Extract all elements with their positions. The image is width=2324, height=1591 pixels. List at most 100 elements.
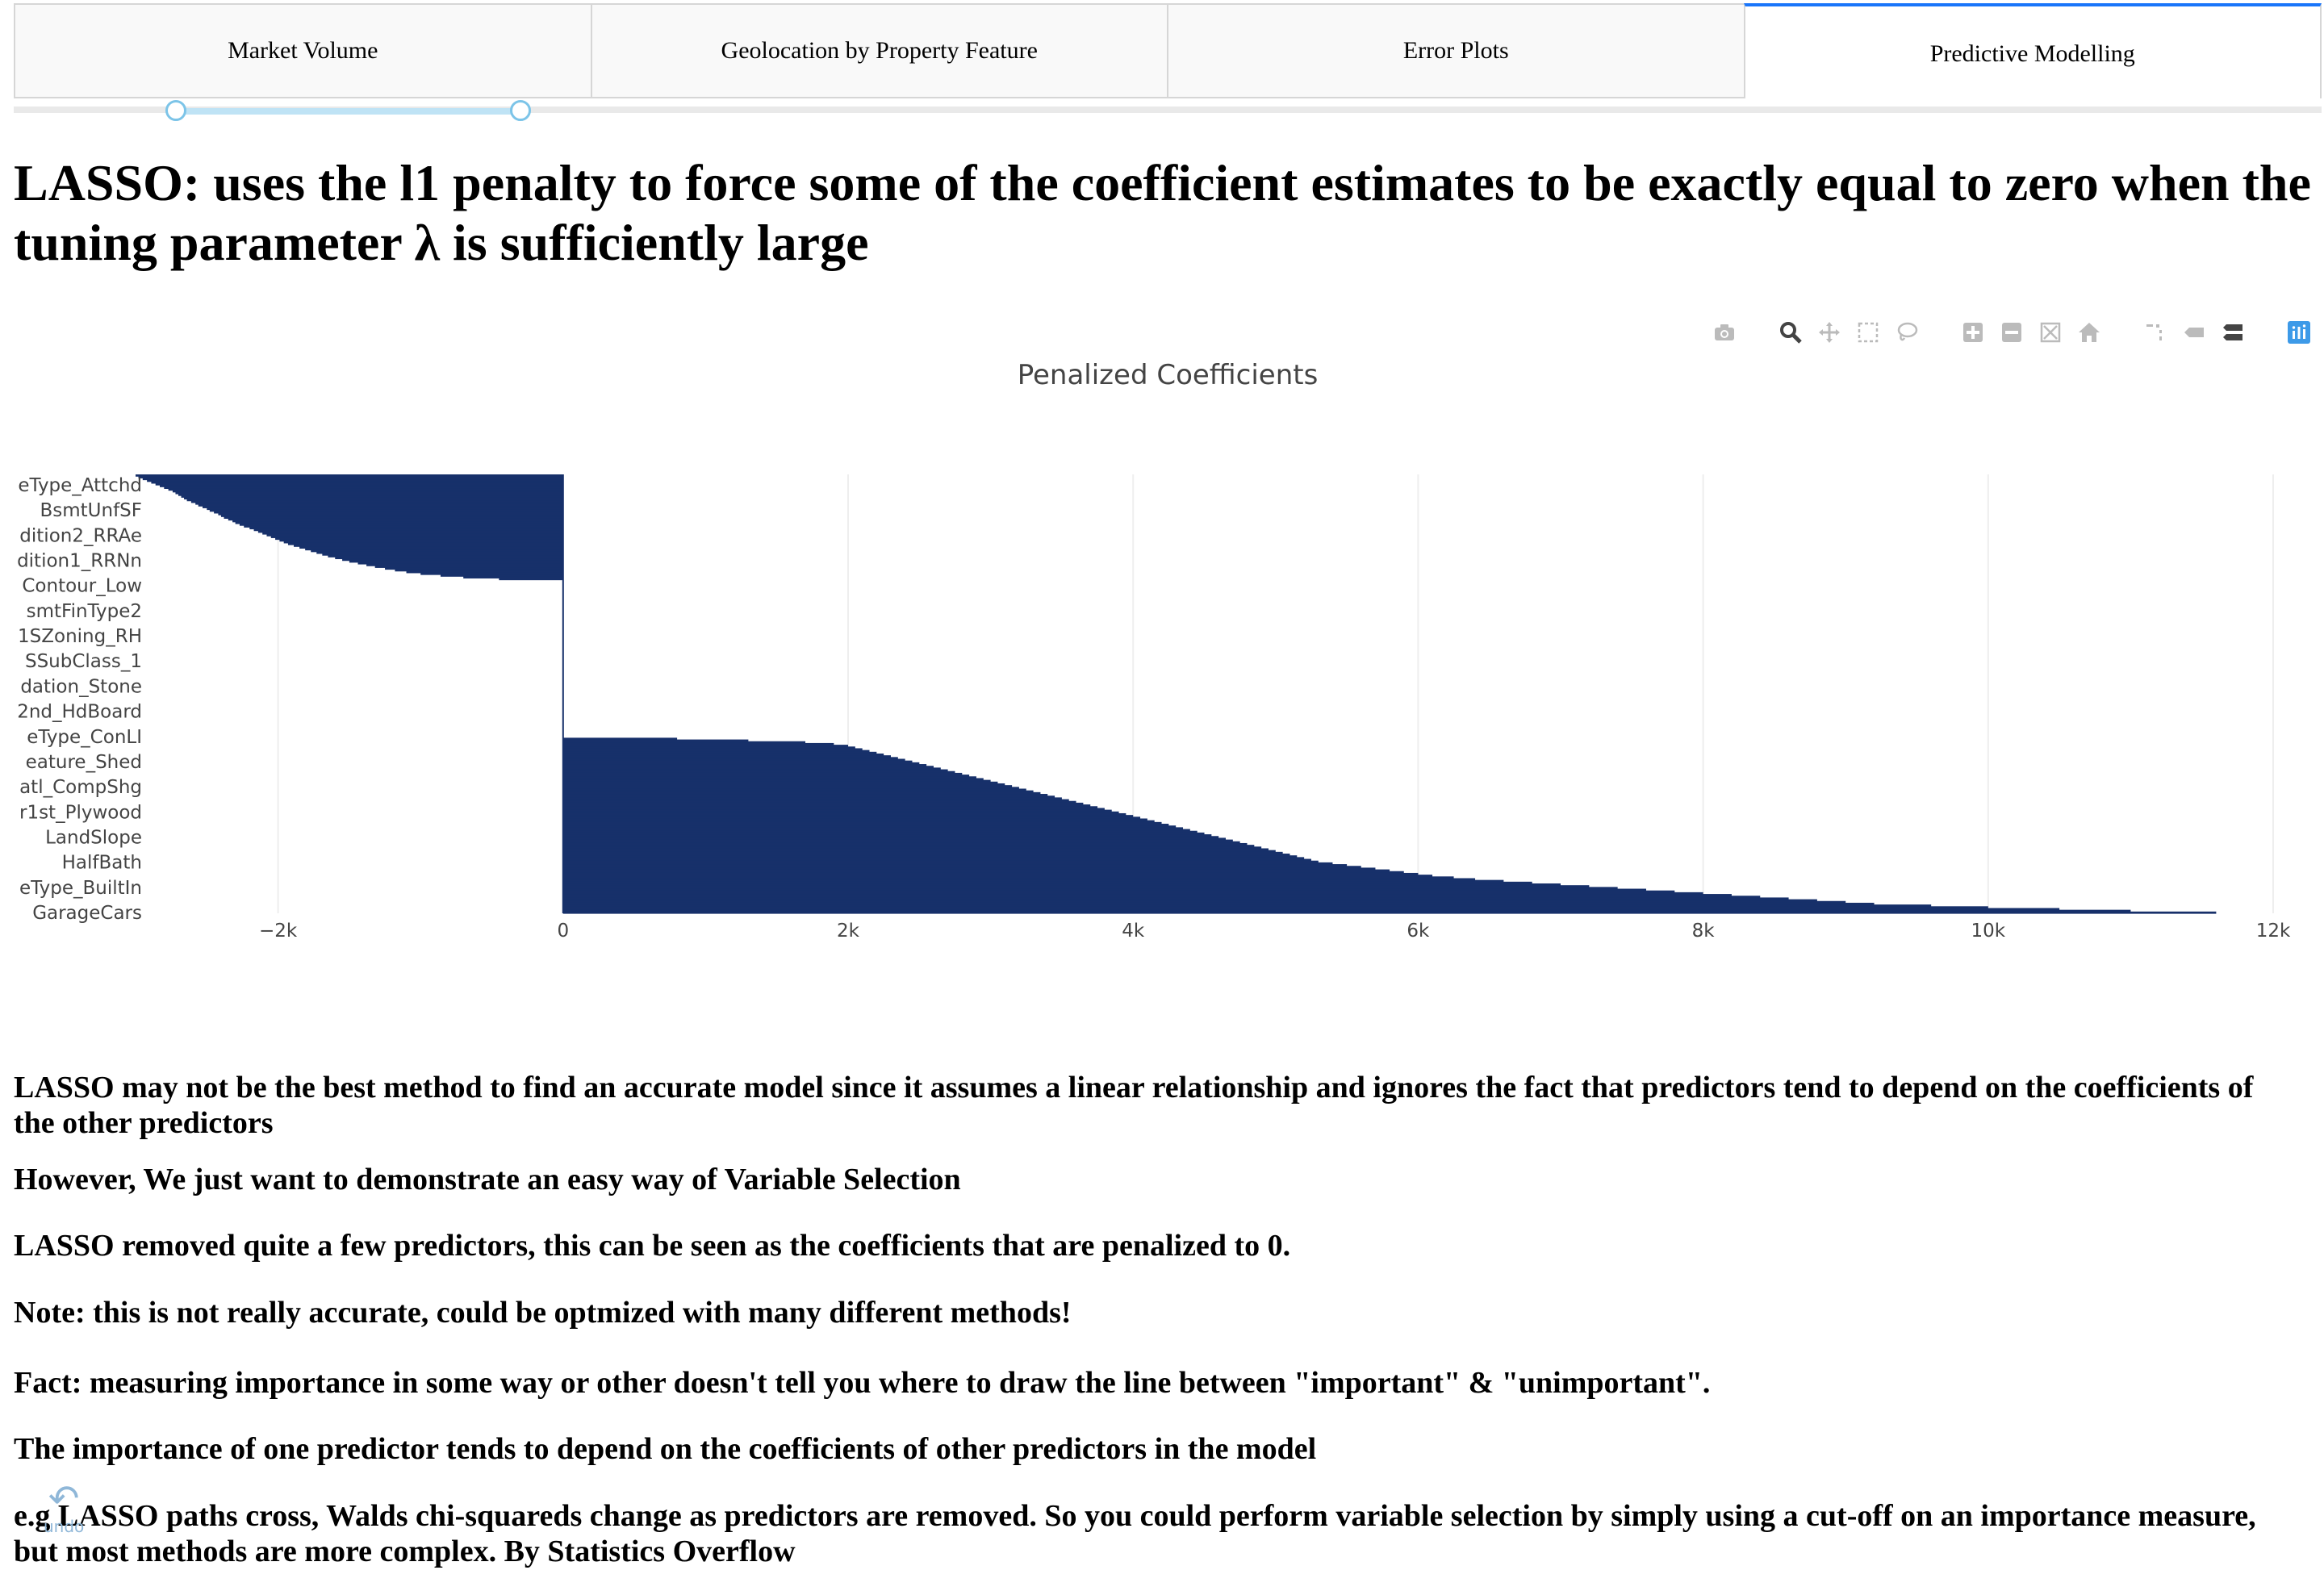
coefficient-bar[interactable] <box>172 490 563 493</box>
coefficient-bar[interactable] <box>253 528 563 532</box>
coefficient-bar[interactable] <box>562 806 1098 809</box>
coefficient-bar[interactable] <box>562 851 1283 854</box>
coefficient-bar[interactable] <box>562 869 1390 872</box>
coefficient-bar[interactable] <box>562 866 1361 869</box>
coefficient-bar[interactable] <box>562 800 1076 804</box>
coefficient-bar[interactable] <box>562 757 898 760</box>
coefficient-bar[interactable] <box>562 772 963 775</box>
coefficient-bar[interactable] <box>562 815 1134 817</box>
coefficient-bar[interactable] <box>562 781 998 784</box>
range-slider-handle-left[interactable] <box>165 100 186 121</box>
coefficient-bar[interactable] <box>562 776 976 779</box>
coefficient-bar[interactable] <box>562 875 1433 877</box>
coefficient-bar[interactable] <box>562 797 1062 800</box>
coefficient-bar[interactable] <box>142 478 563 481</box>
coefficient-bar[interactable] <box>257 530 563 533</box>
coefficient-bar[interactable] <box>562 890 1675 893</box>
coefficient-bar[interactable] <box>562 796 1055 798</box>
coefficient-bar[interactable] <box>235 521 563 524</box>
coefficient-bar[interactable] <box>562 846 1262 850</box>
coefficient-bar[interactable] <box>562 887 1618 890</box>
coefficient-bar[interactable] <box>349 560 563 563</box>
coefficient-bar[interactable] <box>232 520 563 523</box>
coefficient-bar[interactable] <box>562 760 913 763</box>
coefficient-bar[interactable] <box>311 549 563 553</box>
coefficient-bar[interactable] <box>562 827 1184 830</box>
coefficient-bar[interactable] <box>275 537 563 541</box>
autoscale-icon[interactable] <box>2037 319 2064 346</box>
coefficient-bar[interactable] <box>562 855 1298 858</box>
coefficient-bar[interactable] <box>562 799 1069 802</box>
coefficient-bar[interactable] <box>562 788 1026 791</box>
coefficient-bar[interactable] <box>366 563 563 566</box>
coefficient-bar[interactable] <box>283 541 563 544</box>
coefficient-bar[interactable] <box>562 885 1590 887</box>
coefficient-bar[interactable] <box>562 837 1226 841</box>
coefficient-bar[interactable] <box>562 904 1932 907</box>
undo-button[interactable]: ↶ undo <box>44 1480 84 1536</box>
coefficient-bar[interactable] <box>562 850 1276 853</box>
coefficient-bar[interactable] <box>168 488 563 491</box>
coefficient-bar[interactable] <box>406 570 563 574</box>
coefficient-bar[interactable] <box>562 825 1177 828</box>
coefficient-bar[interactable] <box>294 545 563 547</box>
coefficient-bar[interactable] <box>562 755 891 758</box>
coefficient-bar[interactable] <box>175 491 563 495</box>
coefficient-bar[interactable] <box>562 794 1048 796</box>
coefficient-bar[interactable] <box>562 836 1219 839</box>
plotly-logo-icon[interactable] <box>2285 319 2313 346</box>
coefficient-bar[interactable] <box>262 532 563 535</box>
tab-geolocation[interactable]: Geolocation by Property Feature <box>590 3 1167 98</box>
coefficient-bar[interactable] <box>190 500 563 503</box>
coefficient-bar[interactable] <box>385 567 563 570</box>
coefficient-bar[interactable] <box>463 576 563 578</box>
coefficient-bar[interactable] <box>562 888 1646 892</box>
coefficient-bar[interactable] <box>198 503 563 507</box>
coefficient-bar[interactable] <box>562 783 1005 786</box>
coefficient-bar[interactable] <box>562 902 1875 905</box>
coefficient-bar[interactable] <box>562 872 1419 875</box>
coefficient-bar[interactable] <box>562 892 1703 895</box>
coefficient-bar[interactable] <box>562 804 1091 807</box>
coefficient-bar[interactable] <box>562 839 1233 842</box>
coefficient-bar[interactable] <box>562 834 1212 837</box>
coefficient-bar[interactable] <box>562 878 1476 881</box>
coefficient-bar[interactable] <box>562 857 1305 860</box>
coefficient-bar[interactable] <box>562 737 678 741</box>
coefficient-bar[interactable] <box>562 832 1205 835</box>
penalized-coefficients-chart[interactable]: Penalized Coefficients eType_Attchd BsmtU… <box>0 355 2324 968</box>
coefficient-bar[interactable] <box>228 518 563 521</box>
coefficient-bar[interactable] <box>562 790 1034 793</box>
coefficient-bar[interactable] <box>562 909 2131 912</box>
coefficient-bar[interactable] <box>562 860 1319 863</box>
range-slider-handle-right[interactable] <box>510 100 531 121</box>
coefficient-bar[interactable] <box>562 911 2217 914</box>
camera-icon[interactable] <box>1711 319 1738 346</box>
coefficient-bar[interactable] <box>207 507 563 511</box>
coefficient-bar[interactable] <box>562 762 920 765</box>
coefficient-bar[interactable] <box>562 897 1789 900</box>
range-slider-track[interactable] <box>174 108 520 115</box>
coefficient-bar[interactable] <box>239 523 563 526</box>
reset-axes-icon[interactable] <box>2075 319 2103 346</box>
coefficient-bar[interactable] <box>562 818 1147 821</box>
coefficient-bar[interactable] <box>214 511 563 514</box>
coefficient-bar[interactable] <box>562 871 1404 874</box>
coefficient-bar[interactable] <box>562 876 1454 879</box>
coefficient-bar[interactable] <box>562 848 1269 851</box>
coefficient-bar[interactable] <box>287 542 563 545</box>
coefficient-bar[interactable] <box>562 778 984 781</box>
coefficient-bar[interactable] <box>562 900 1846 904</box>
coefficient-bar[interactable] <box>299 546 563 549</box>
coefficient-bar[interactable] <box>562 896 1761 899</box>
coefficient-bar[interactable] <box>562 802 1084 805</box>
coefficient-bar[interactable] <box>562 842 1248 846</box>
coefficient-bar[interactable] <box>562 750 870 753</box>
coefficient-bar[interactable] <box>160 485 563 487</box>
coefficient-bar[interactable] <box>562 883 1561 886</box>
coefficient-bar[interactable] <box>562 812 1126 816</box>
coefficient-bar[interactable] <box>164 486 563 490</box>
coefficient-bar[interactable] <box>562 791 1041 795</box>
coefficient-bar[interactable] <box>562 824 1169 826</box>
coefficient-bar[interactable] <box>562 766 934 768</box>
